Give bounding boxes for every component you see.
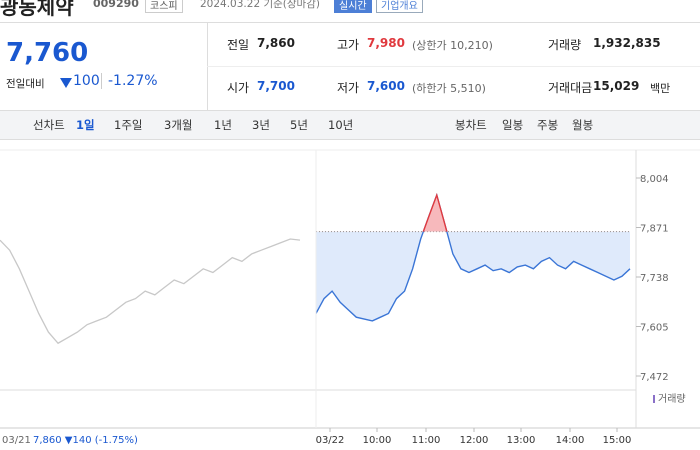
- period-tab[interactable]: 10년: [328, 118, 354, 132]
- period-tab[interactable]: 5년: [290, 118, 308, 132]
- tab-bar: [0, 110, 700, 140]
- x-tick-label: 03/22: [316, 435, 345, 446]
- today-area: [316, 195, 630, 321]
- y-tick-label: 8,004: [640, 174, 669, 185]
- stat-value: 7,980: [367, 36, 405, 50]
- x-tick-label: 10:00: [363, 435, 392, 446]
- x-tick-label: 15:00: [603, 435, 632, 446]
- stat-label: 시가: [227, 81, 250, 95]
- realtime-button[interactable]: 실시간: [334, 0, 372, 13]
- y-tick-label: 7,472: [640, 372, 669, 383]
- price: 7,760: [6, 38, 89, 68]
- title: 광동제약: [0, 0, 74, 19]
- period-tab[interactable]: 3개월: [164, 118, 193, 132]
- y-tick-label: 7,605: [640, 323, 669, 334]
- period-tab[interactable]: 1일: [76, 118, 95, 132]
- candle-tab[interactable]: 월봉: [572, 118, 594, 132]
- change-label: 전일대비: [6, 78, 45, 90]
- prev-summary: 7,860 ▼140 (-1.75%): [33, 435, 138, 446]
- tab-label: 선차트: [33, 118, 65, 132]
- previous-line: [0, 238, 301, 345]
- y-tick-label: 7,738: [640, 273, 669, 284]
- rate: -1.27%: [101, 73, 158, 89]
- stat-label: 고가: [337, 38, 360, 52]
- stat-note: (상한가 10,210): [412, 39, 493, 52]
- volume-label: 거래량: [658, 393, 686, 405]
- market: 코스피: [145, 0, 183, 13]
- period-tab[interactable]: 1년: [214, 118, 232, 132]
- x-tick-label: 12:00: [460, 435, 489, 446]
- tab-label: 봉차트: [455, 118, 487, 132]
- candle-tab[interactable]: 주봉: [537, 118, 559, 132]
- x-tick-label: 11:00: [412, 435, 441, 446]
- volume-legend: [653, 395, 655, 403]
- period-tab[interactable]: 1주일: [114, 118, 143, 132]
- code: 009290: [93, 0, 139, 10]
- divider: [0, 22, 700, 23]
- divider: [207, 66, 700, 67]
- stat-value: 1,932,835: [593, 36, 661, 50]
- x-tick-label: 13:00: [507, 435, 536, 446]
- y-tick-label: 7,871: [640, 224, 669, 235]
- date: 2024.03.22 기준(장마감): [200, 0, 320, 10]
- stat-note: 백만: [650, 82, 671, 95]
- down-arrow: [60, 78, 72, 88]
- prev-date: 03/21: [2, 435, 31, 446]
- period-tab[interactable]: 3년: [252, 118, 270, 132]
- stat-label: 저가: [337, 81, 360, 95]
- stat-label: 전일: [227, 38, 250, 52]
- stat-value: 7,700: [257, 79, 295, 93]
- stat-label: 거래대금: [548, 81, 593, 95]
- company-button[interactable]: 기업개요: [376, 0, 423, 13]
- today-line: [315, 192, 631, 322]
- x-tick-label: 14:00: [556, 435, 585, 446]
- stat-value: 15,029: [593, 79, 640, 93]
- stat-note: (하한가 5,510): [412, 82, 486, 95]
- candle-tab[interactable]: 일봉: [502, 118, 524, 132]
- change: 100: [73, 73, 100, 89]
- stat-label: 거래량: [548, 38, 582, 52]
- stat-value: 7,600: [367, 79, 405, 93]
- stat-value: 7,860: [257, 36, 295, 50]
